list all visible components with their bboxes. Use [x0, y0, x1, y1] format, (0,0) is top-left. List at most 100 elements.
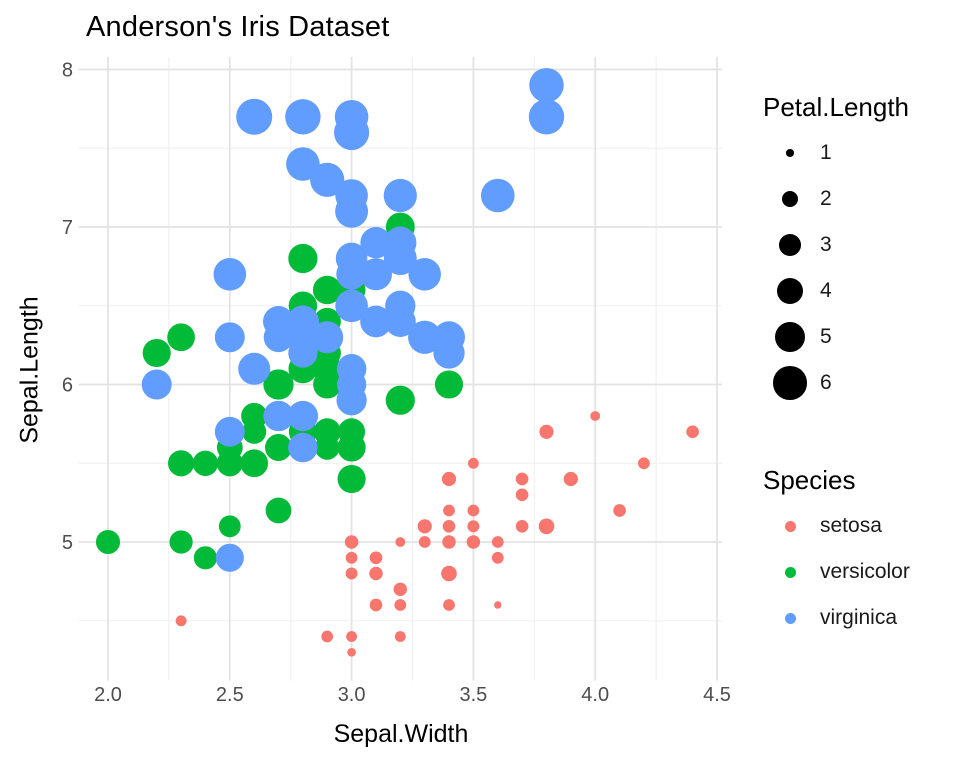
data-point-versicolor: [193, 546, 217, 570]
size-legend-label: 2: [820, 187, 832, 210]
data-point-versicolor: [312, 275, 342, 305]
chart-title: Anderson's Iris Dataset: [86, 11, 390, 43]
data-point-virginica: [286, 147, 320, 181]
size-legend-label: 4: [820, 279, 832, 302]
size-legend-title: Petal.Length: [763, 92, 910, 122]
size-swatch-circle: [776, 277, 804, 305]
data-point-virginica: [310, 162, 345, 197]
y-tick-label: 5: [62, 532, 73, 554]
data-point-virginica: [336, 385, 367, 416]
y-axis-title: Sepal.Length: [15, 296, 44, 444]
data-point-virginica: [336, 290, 367, 322]
data-point-versicolor: [385, 385, 415, 415]
x-tick-label: 3.0: [338, 684, 366, 706]
data-point-versicolor: [216, 450, 243, 477]
data-point-setosa: [394, 631, 406, 642]
data-point-versicolor: [337, 464, 366, 494]
data-point-setosa: [539, 519, 554, 534]
size-legend-item: 3: [768, 222, 909, 268]
data-point-virginica: [384, 306, 416, 337]
data-point-setosa: [443, 599, 455, 611]
data-point-virginica: [335, 179, 368, 212]
data-point-virginica: [383, 242, 417, 275]
data-point-versicolor: [192, 450, 218, 476]
y-tick-label: 7: [62, 217, 73, 239]
data-point-virginica: [288, 432, 318, 463]
color-legend-title: Species: [763, 465, 856, 495]
data-point-versicolor: [265, 497, 292, 524]
data-point-versicolor: [169, 530, 193, 554]
size-legend-key: [768, 366, 812, 400]
data-point-versicolor: [313, 370, 342, 399]
data-point-versicolor: [263, 369, 294, 400]
x-tick-label: 3.5: [459, 684, 487, 706]
size-legend-label: 6: [820, 371, 832, 394]
data-point-virginica: [287, 400, 319, 432]
data-point-versicolor: [168, 450, 195, 477]
species-legend-label: setosa: [820, 514, 882, 537]
size-legend-item: 5: [768, 314, 909, 360]
y-tick-label: 6: [62, 375, 73, 397]
data-point-setosa: [467, 504, 480, 517]
species-legend-key: [768, 566, 812, 578]
size-swatch-circle: [773, 366, 807, 400]
data-point-setosa: [686, 425, 699, 439]
data-point-virginica: [360, 227, 392, 258]
data-point-setosa: [638, 457, 650, 470]
size-legend-key: [768, 234, 812, 256]
size-legend-item: 6: [768, 360, 909, 406]
data-point-versicolor: [288, 243, 318, 274]
data-point-versicolor: [313, 418, 341, 446]
data-point-setosa: [393, 582, 408, 597]
y-tick-label: 8: [62, 60, 73, 82]
size-swatch-circle: [781, 190, 799, 208]
size-legend-key: [768, 322, 812, 352]
data-point-setosa: [491, 536, 504, 548]
data-point-setosa: [175, 615, 187, 627]
color-legend: Species setosa versicolor virginica: [763, 463, 910, 641]
data-point-versicolor: [95, 529, 121, 555]
species-legend-key: [768, 612, 812, 624]
data-point-setosa: [565, 473, 577, 485]
data-point-setosa: [441, 565, 457, 582]
species-legend-label: virginica: [820, 606, 898, 629]
data-point-setosa: [491, 551, 504, 564]
species-swatch-circle: [784, 612, 796, 624]
species-swatch-circle: [784, 520, 796, 532]
data-point-virginica: [287, 322, 319, 353]
data-point-virginica: [360, 258, 392, 291]
color-legend-rows: setosa versicolor virginica: [768, 503, 910, 641]
data-point-versicolor: [240, 449, 269, 478]
data-point-setosa: [515, 472, 529, 486]
data-point-setosa: [344, 535, 359, 549]
data-point-virginica: [236, 98, 273, 135]
data-point-virginica: [481, 178, 515, 213]
size-swatch-circle: [779, 234, 801, 256]
size-legend-item: 1: [768, 130, 909, 176]
size-legend-rows: 1 2 3 4 5 6: [768, 130, 909, 406]
size-legend-item: 4: [768, 268, 909, 314]
data-point-virginica: [263, 400, 294, 432]
data-point-virginica: [213, 257, 247, 291]
data-point-virginica: [311, 321, 344, 354]
data-point-setosa: [467, 520, 480, 533]
species-legend-label: versicolor: [820, 560, 910, 583]
data-point-setosa: [369, 598, 383, 612]
data-point-virginica: [141, 369, 172, 400]
data-point-versicolor: [142, 338, 171, 368]
data-point-virginica: [214, 322, 245, 353]
species-legend-key: [768, 520, 812, 532]
data-point-virginica: [383, 178, 417, 213]
data-point-setosa: [590, 411, 601, 421]
data-point-setosa: [321, 630, 334, 643]
data-point-versicolor: [434, 370, 464, 399]
x-tick-label: 4.5: [703, 684, 731, 706]
size-legend-label: 5: [820, 325, 832, 348]
data-point-setosa: [418, 536, 431, 548]
x-tick-label: 2.0: [94, 684, 122, 706]
data-point-virginica: [408, 320, 442, 354]
data-point-versicolor: [241, 402, 268, 430]
x-tick-label: 2.5: [216, 684, 244, 706]
